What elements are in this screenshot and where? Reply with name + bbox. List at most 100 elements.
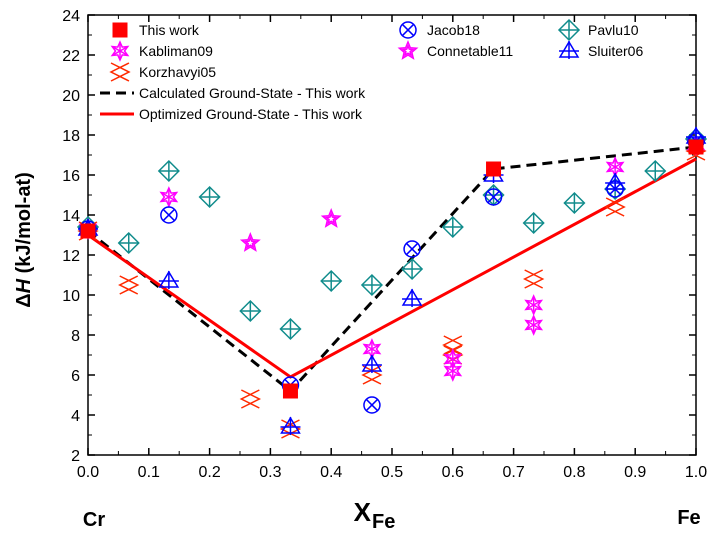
- y-tick-label: 12: [62, 248, 80, 265]
- x-tick-label: 0.6: [442, 464, 464, 481]
- x-tick-label: 0.0: [77, 464, 99, 481]
- marker-shape: [484, 188, 503, 206]
- marker-shape: [363, 343, 381, 355]
- marker-shape: [522, 269, 543, 289]
- marker-shape: [444, 353, 461, 365]
- data-point: [524, 314, 544, 336]
- marker-shape: [282, 383, 298, 399]
- marker-shape: [80, 223, 96, 239]
- marker-shape: [443, 335, 464, 355]
- x-tick-label: 0.9: [624, 464, 646, 481]
- x-axis-right-element: Fe: [677, 507, 700, 529]
- axis-labels: X Fe Cr Fe ΔH (kJ/mol-at): [13, 172, 701, 533]
- y-tick-label: 14: [62, 208, 80, 225]
- marker-shape: [324, 211, 338, 225]
- legend-marker: [558, 40, 580, 59]
- data-point: [484, 188, 503, 206]
- marker-shape: [524, 269, 545, 289]
- legend-label: Connetable11: [427, 43, 513, 59]
- marker-shape: [486, 161, 502, 177]
- legend-item: Optimized Ground-State - This work: [100, 106, 363, 122]
- marker-shape: [606, 161, 624, 173]
- marker-shape: [688, 139, 704, 155]
- legend-marker: [112, 22, 128, 38]
- y-tick-label: 10: [62, 288, 80, 305]
- marker-shape: [397, 40, 419, 60]
- marker-shape: [160, 191, 178, 203]
- marker-shape: [110, 62, 131, 82]
- data-point: [361, 365, 383, 385]
- legend: This work Kabliman09 Korzhavyi05 Jacob18 Con…: [100, 18, 643, 122]
- marker-shape: [239, 232, 261, 252]
- legend-marker: [110, 40, 130, 62]
- data-point: [604, 172, 626, 191]
- data-point: [361, 354, 383, 373]
- data-point: [280, 416, 301, 435]
- marker-shape: [160, 206, 178, 224]
- marker-shape: [403, 240, 421, 258]
- marker-shape: [605, 197, 626, 217]
- legend-label: Pavlu10: [588, 22, 639, 38]
- legend-marker: [397, 40, 419, 60]
- data-point: [157, 159, 180, 183]
- y-tick-label: 22: [62, 48, 80, 65]
- marker-shape: [525, 299, 542, 311]
- data-point: [524, 294, 544, 316]
- legend-marker: [109, 62, 131, 82]
- marker-shape: [162, 208, 176, 222]
- series-line: [87, 157, 697, 379]
- data-point: [688, 139, 704, 155]
- data-point: [320, 269, 343, 293]
- legend-item: Connetable11: [397, 40, 513, 60]
- marker-shape: [112, 22, 128, 38]
- marker-shape: [109, 62, 130, 82]
- x-tick-label: 0.3: [259, 464, 281, 481]
- legend-item: Pavlu10: [557, 18, 639, 42]
- x-axis-label: X: [354, 497, 372, 527]
- legend-label: Kabliman09: [139, 43, 213, 59]
- x-tick-label: 1.0: [685, 464, 707, 481]
- marker-shape: [243, 235, 258, 249]
- marker-shape: [365, 398, 379, 412]
- data-point: [486, 161, 502, 177]
- series-line: [87, 145, 697, 394]
- data-point: [239, 232, 261, 252]
- data-point: [442, 335, 464, 355]
- legend-label: Sluiter06: [588, 43, 643, 59]
- x-tick-label: 0.7: [502, 464, 524, 481]
- marker-shape: [604, 197, 625, 217]
- marker-shape: [239, 389, 260, 409]
- marker-shape: [487, 190, 500, 204]
- legend-label: Optimized Ground-State - This work: [139, 106, 363, 122]
- marker-shape: [525, 319, 542, 331]
- y-tick-label: 24: [62, 8, 80, 25]
- data-point: [441, 215, 464, 239]
- legend-item: Jacob18: [399, 21, 480, 39]
- data-point: [198, 185, 221, 209]
- marker-shape: [362, 365, 383, 385]
- y-tick-label: 2: [71, 448, 80, 465]
- lines-layer: [87, 145, 697, 394]
- marker-shape: [320, 208, 342, 228]
- marker-shape: [442, 335, 463, 355]
- x-tick-label: 0.8: [563, 464, 585, 481]
- data-point: [282, 383, 298, 399]
- y-tick-label: 16: [62, 168, 80, 185]
- y-tick-label: 8: [71, 328, 80, 345]
- data-point: [604, 197, 626, 217]
- data-point: [443, 348, 463, 370]
- legend-marker: [557, 18, 581, 42]
- y-tick-label: 6: [71, 368, 80, 385]
- plot-frame: [87, 14, 697, 456]
- x-tick-label: 0.5: [381, 464, 403, 481]
- legend-marker: [399, 21, 417, 39]
- marker-shape: [401, 23, 415, 37]
- marker-shape: [363, 396, 381, 414]
- data-point: [644, 159, 667, 183]
- marker-shape: [241, 389, 262, 409]
- data-point: [239, 299, 262, 323]
- data-point: [160, 206, 178, 224]
- y-tick-label: 18: [62, 128, 80, 145]
